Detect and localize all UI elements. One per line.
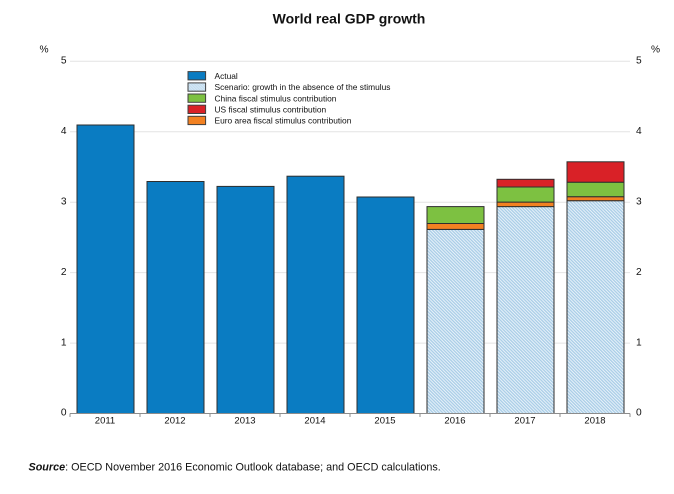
svg-text:Scenario: growth in the absenc: Scenario: growth in the absence of the s… bbox=[215, 82, 391, 92]
svg-text:%: % bbox=[39, 44, 48, 55]
svg-text:5: 5 bbox=[636, 55, 642, 66]
svg-text:0: 0 bbox=[636, 408, 642, 419]
svg-text:%: % bbox=[651, 44, 660, 55]
svg-text:Source: OECD November 2016 Eco: Source: OECD November 2016 Economic Outl… bbox=[29, 461, 441, 473]
svg-text:US fiscal stimulus contributio: US fiscal stimulus contribution bbox=[215, 105, 327, 115]
svg-text:Actual: Actual bbox=[215, 71, 238, 81]
svg-text:Euro area fiscal stimulus cont: Euro area fiscal stimulus contribution bbox=[215, 116, 352, 126]
svg-text:3: 3 bbox=[636, 196, 642, 207]
svg-text:2015: 2015 bbox=[374, 416, 395, 427]
svg-text:2018: 2018 bbox=[584, 416, 605, 427]
svg-text:World real GDP growth: World real GDP growth bbox=[273, 11, 426, 27]
svg-text:5: 5 bbox=[61, 55, 67, 66]
svg-text:0: 0 bbox=[61, 408, 67, 419]
svg-text:1: 1 bbox=[636, 337, 642, 348]
svg-text:2012: 2012 bbox=[164, 416, 185, 427]
svg-text:3: 3 bbox=[61, 196, 67, 207]
svg-text:2: 2 bbox=[61, 267, 67, 278]
svg-text:2017: 2017 bbox=[514, 416, 535, 427]
svg-text:4: 4 bbox=[636, 126, 642, 137]
svg-text:1: 1 bbox=[61, 337, 67, 348]
svg-text:2016: 2016 bbox=[444, 416, 465, 427]
svg-text:2014: 2014 bbox=[304, 416, 325, 427]
svg-text:2: 2 bbox=[636, 267, 642, 278]
svg-text:2011: 2011 bbox=[95, 416, 115, 427]
svg-text:2013: 2013 bbox=[234, 416, 255, 427]
svg-text:China fiscal stimulus contribu: China fiscal stimulus contribution bbox=[215, 93, 337, 103]
svg-text:4: 4 bbox=[61, 126, 67, 137]
